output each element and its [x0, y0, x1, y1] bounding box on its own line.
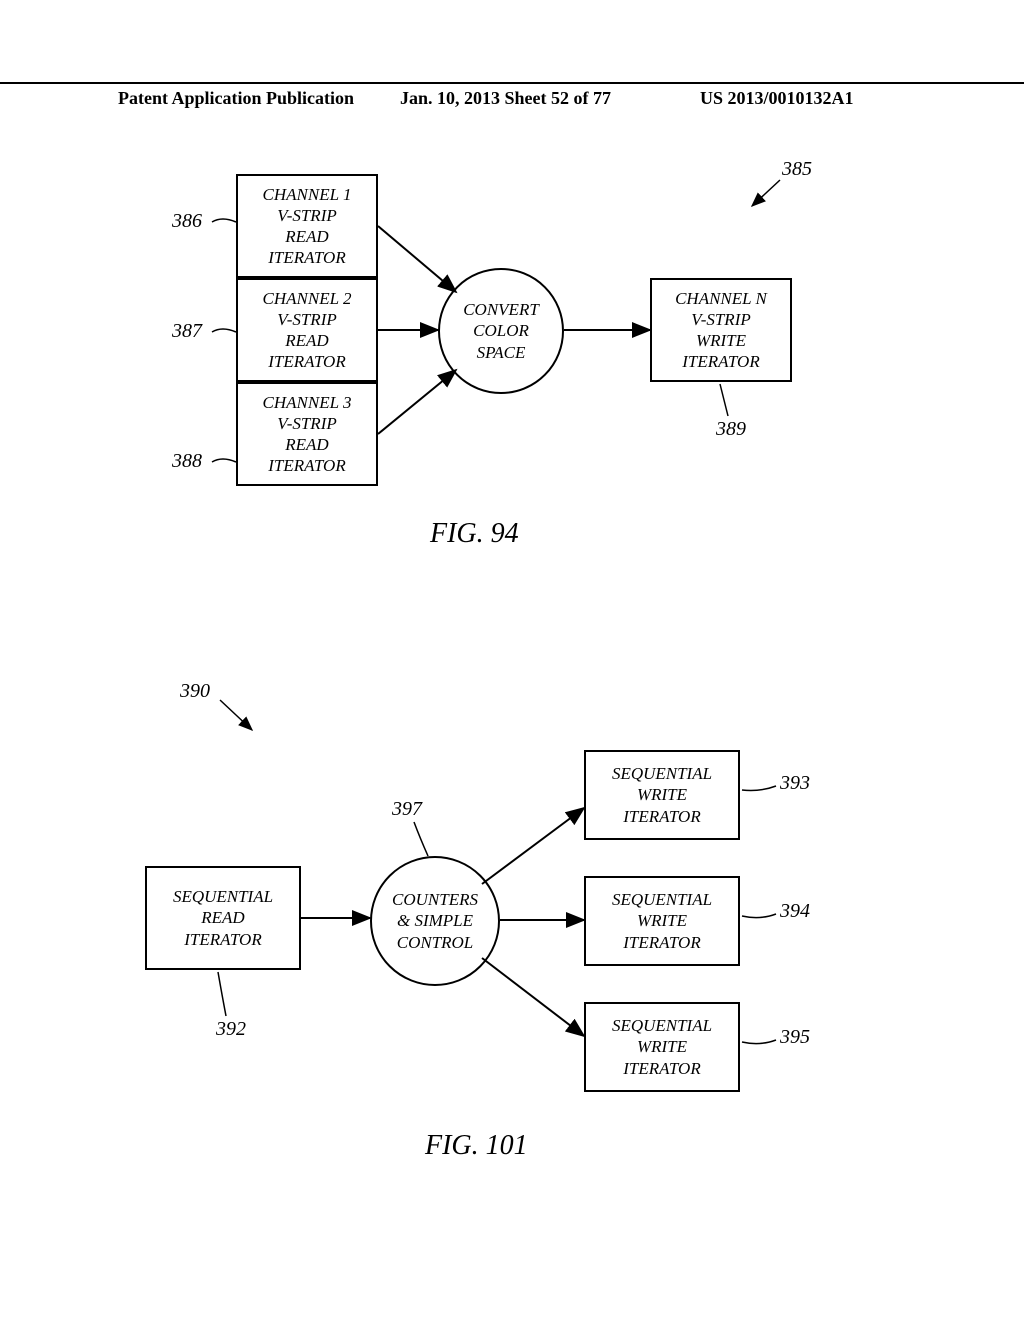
connector-svg: [0, 0, 1024, 1320]
page: Patent Application Publication Jan. 10, …: [0, 0, 1024, 1320]
